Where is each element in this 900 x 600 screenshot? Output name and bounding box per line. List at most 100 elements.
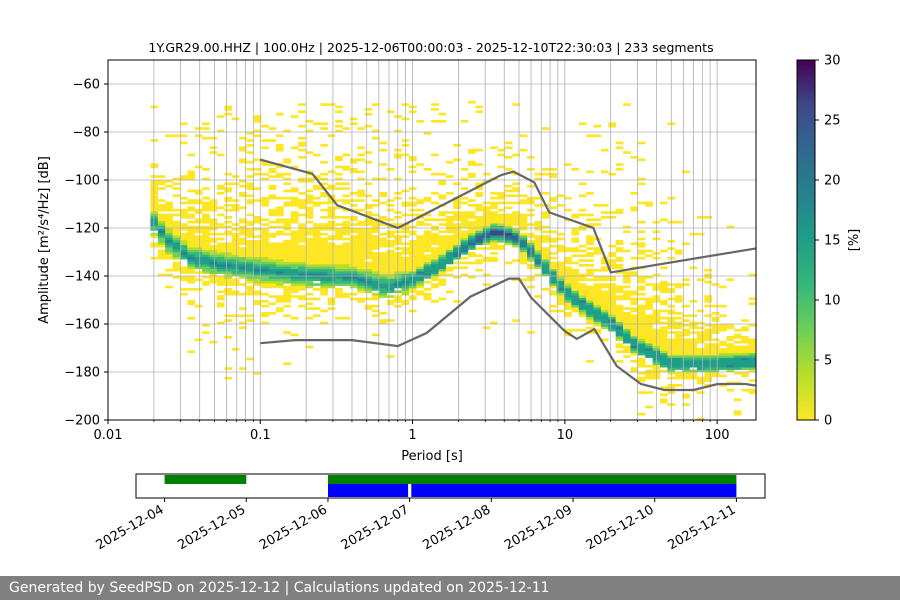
- psd-cell: [239, 256, 247, 260]
- psd-cell: [172, 242, 181, 246]
- psd-cell: [231, 204, 240, 207]
- psd-cell: [615, 307, 624, 310]
- x-tick-label: 0.1: [250, 428, 271, 443]
- psd-cell: [534, 228, 543, 231]
- psd-cell: [364, 240, 373, 243]
- psd-cell: [239, 321, 247, 325]
- psd-cell: [312, 276, 321, 279]
- psd-cell: [578, 225, 587, 229]
- psd-cell: [386, 280, 395, 284]
- psd-cell: [556, 297, 565, 301]
- psd-cell: [556, 237, 565, 241]
- psd-cell: [416, 276, 424, 279]
- psd-cell: [165, 235, 173, 238]
- psd-cell: [157, 232, 166, 236]
- psd-cell: [438, 280, 447, 284]
- x-tick-label: 0.01: [94, 428, 123, 443]
- psd-cell: [224, 288, 232, 291]
- psd-cell: [150, 184, 159, 188]
- psd-cell: [431, 264, 439, 267]
- psd-cell: [660, 288, 668, 291]
- psd-cell: [371, 288, 380, 291]
- psd-cell: [490, 206, 498, 210]
- psd-cell: [349, 252, 358, 255]
- psd-cell: [445, 237, 454, 241]
- psd-cell: [231, 280, 240, 284]
- psd-cell: [357, 276, 365, 279]
- psd-cell: [320, 285, 328, 289]
- psd-cell: [202, 261, 210, 265]
- psd-cell: [320, 252, 328, 255]
- psd-cell: [187, 261, 196, 265]
- psd-cell: [711, 367, 720, 370]
- psd-cell: [711, 355, 720, 358]
- noise-model-curves: [260, 158, 757, 392]
- psd-cell: [696, 336, 705, 339]
- psd-cell: [194, 249, 203, 253]
- psd-cell: [224, 225, 232, 229]
- psd-cell: [431, 232, 439, 236]
- psd-cell: [741, 360, 749, 363]
- psd-cell: [674, 316, 683, 320]
- psd-cell: [216, 297, 225, 301]
- psd-cell: [586, 278, 594, 282]
- psd-cell: [748, 362, 757, 366]
- psd-cell: [290, 259, 299, 262]
- psd-cell: [615, 146, 624, 150]
- psd-cell: [534, 196, 543, 200]
- psd-cell: [202, 271, 210, 274]
- psd-cell: [696, 379, 705, 382]
- psd-cell: [298, 259, 306, 262]
- psd-cell: [379, 201, 388, 205]
- psd-cell: [475, 182, 484, 186]
- psd-cell: [335, 316, 343, 320]
- psd-cell: [231, 261, 240, 265]
- psd-cell: [504, 242, 513, 246]
- psd-cell: [586, 223, 594, 226]
- psd-cell: [637, 220, 646, 224]
- psd-cell: [719, 362, 727, 366]
- psd-cell: [482, 235, 491, 238]
- psd-cell: [231, 228, 240, 231]
- psd-cell: [209, 208, 218, 212]
- psd-cell: [224, 247, 232, 250]
- psd-cell: [312, 235, 321, 238]
- availability-segment: [164, 475, 247, 484]
- psd-cell: [630, 292, 639, 296]
- psd-cell: [482, 172, 491, 176]
- psd-cell: [490, 240, 498, 243]
- psd-cell: [364, 304, 373, 308]
- psd-cell: [239, 225, 247, 229]
- psd-cell: [179, 247, 188, 250]
- psd-cell: [371, 333, 380, 337]
- psd-cell: [696, 333, 705, 337]
- psd-cell: [268, 302, 277, 306]
- psd-cell: [660, 331, 668, 334]
- psd-cell: [165, 232, 173, 236]
- psd-cell: [571, 228, 580, 231]
- psd-cell: [290, 115, 299, 118]
- psd-cell: [261, 242, 269, 246]
- psd-cell: [482, 232, 491, 236]
- psd-cell: [187, 235, 196, 238]
- psd-cell: [305, 273, 314, 277]
- psd-cell: [342, 153, 351, 157]
- psd-cell: [556, 280, 565, 284]
- psd-cell: [335, 156, 343, 159]
- psd-cell: [290, 199, 299, 202]
- psd-cell: [571, 304, 580, 308]
- psd-cell: [541, 225, 550, 229]
- psd-cell: [312, 314, 321, 318]
- psd-cell: [741, 362, 749, 366]
- psd-cell: [571, 168, 580, 171]
- psd-cell: [283, 189, 292, 193]
- psd-cell: [726, 278, 735, 282]
- psd-cell: [660, 398, 668, 402]
- psd-cell: [586, 321, 594, 325]
- psd-cell: [209, 199, 218, 202]
- psd-cell: [682, 340, 690, 344]
- psd-cell: [239, 259, 247, 262]
- psd-cell: [600, 283, 609, 286]
- psd-cell: [556, 264, 565, 267]
